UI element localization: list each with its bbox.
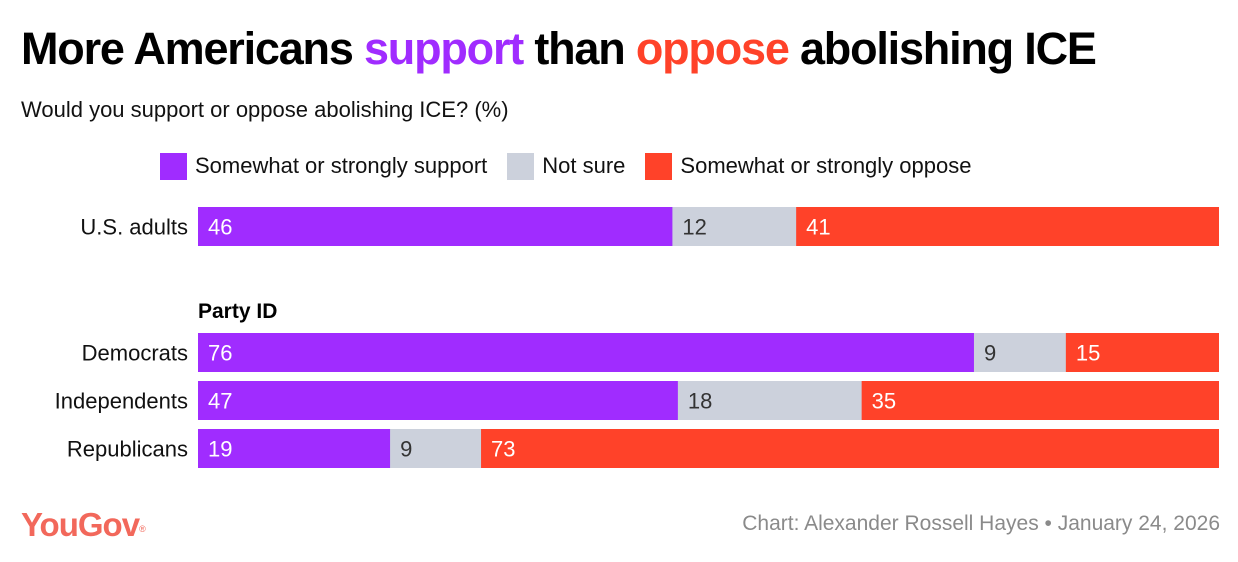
legend-item-support: Somewhat or strongly support — [160, 152, 488, 180]
title-part-5: abolishing ICE — [788, 23, 1097, 74]
data-label-oppose: 35 — [872, 389, 896, 414]
registered-mark-icon: ® — [139, 524, 146, 534]
logo-text: YouGov — [21, 506, 140, 543]
data-label-support: 19 — [208, 437, 232, 462]
bar-segment-support — [198, 429, 391, 468]
legend-item-oppose: Somewhat or strongly oppose — [645, 152, 972, 180]
bar-segment-not-sure — [677, 381, 863, 420]
row-label-republicans: Republicans — [67, 437, 188, 462]
row-label-u-s-adults: U.S. adults — [80, 215, 188, 240]
bar-segment-not-sure — [672, 207, 797, 246]
title-part-3: than — [523, 23, 636, 74]
group-heading: Party ID — [198, 300, 277, 323]
data-label-not-sure: 12 — [682, 215, 706, 240]
data-label-oppose: 73 — [491, 437, 515, 462]
data-label-not-sure: 9 — [400, 437, 412, 462]
chart-credit: Chart: Alexander Rossell Hayes • January… — [742, 512, 1220, 535]
chart-subtitle: Would you support or oppose abolishing I… — [21, 97, 509, 122]
chart-title: More Americans support than oppose aboli… — [21, 22, 1097, 76]
bar-segment-support — [198, 381, 679, 420]
legend-swatch-oppose — [645, 152, 673, 180]
yougov-logo: YouGov® — [21, 505, 146, 545]
legend-label-not-sure: Not sure — [542, 153, 626, 178]
data-label-not-sure: 18 — [688, 389, 712, 414]
row-label-democrats: Democrats — [82, 341, 188, 366]
bar-segment-not-sure — [390, 429, 482, 468]
legend-label-support: Somewhat or strongly support — [195, 153, 488, 178]
data-label-support: 46 — [208, 215, 232, 240]
row-label-independents: Independents — [55, 389, 188, 414]
legend-item-not-sure: Not sure — [507, 152, 626, 180]
legend-swatch-support — [160, 152, 187, 180]
legend: Somewhat or strongly support Not sure So… — [160, 151, 991, 181]
data-label-oppose: 41 — [806, 215, 830, 240]
title-oppose-word: oppose — [635, 23, 790, 74]
title-part-1: More Americans — [21, 23, 364, 74]
title-support-word: support — [363, 23, 524, 74]
bar-segment-support — [198, 333, 975, 372]
bar-segment-oppose — [796, 207, 1219, 246]
data-label-oppose: 15 — [1076, 341, 1100, 366]
legend-swatch-not-sure — [507, 152, 535, 180]
bar-segment-oppose — [861, 381, 1219, 420]
bar-segment-oppose — [1065, 333, 1219, 372]
bar-segment-support — [198, 207, 673, 246]
bar-segment-oppose — [481, 429, 1219, 468]
data-label-support: 47 — [208, 389, 232, 414]
data-label-support: 76 — [208, 341, 232, 366]
legend-label-oppose: Somewhat or strongly oppose — [680, 153, 972, 178]
bar-segment-not-sure — [973, 333, 1067, 372]
data-label-not-sure: 9 — [984, 341, 996, 366]
